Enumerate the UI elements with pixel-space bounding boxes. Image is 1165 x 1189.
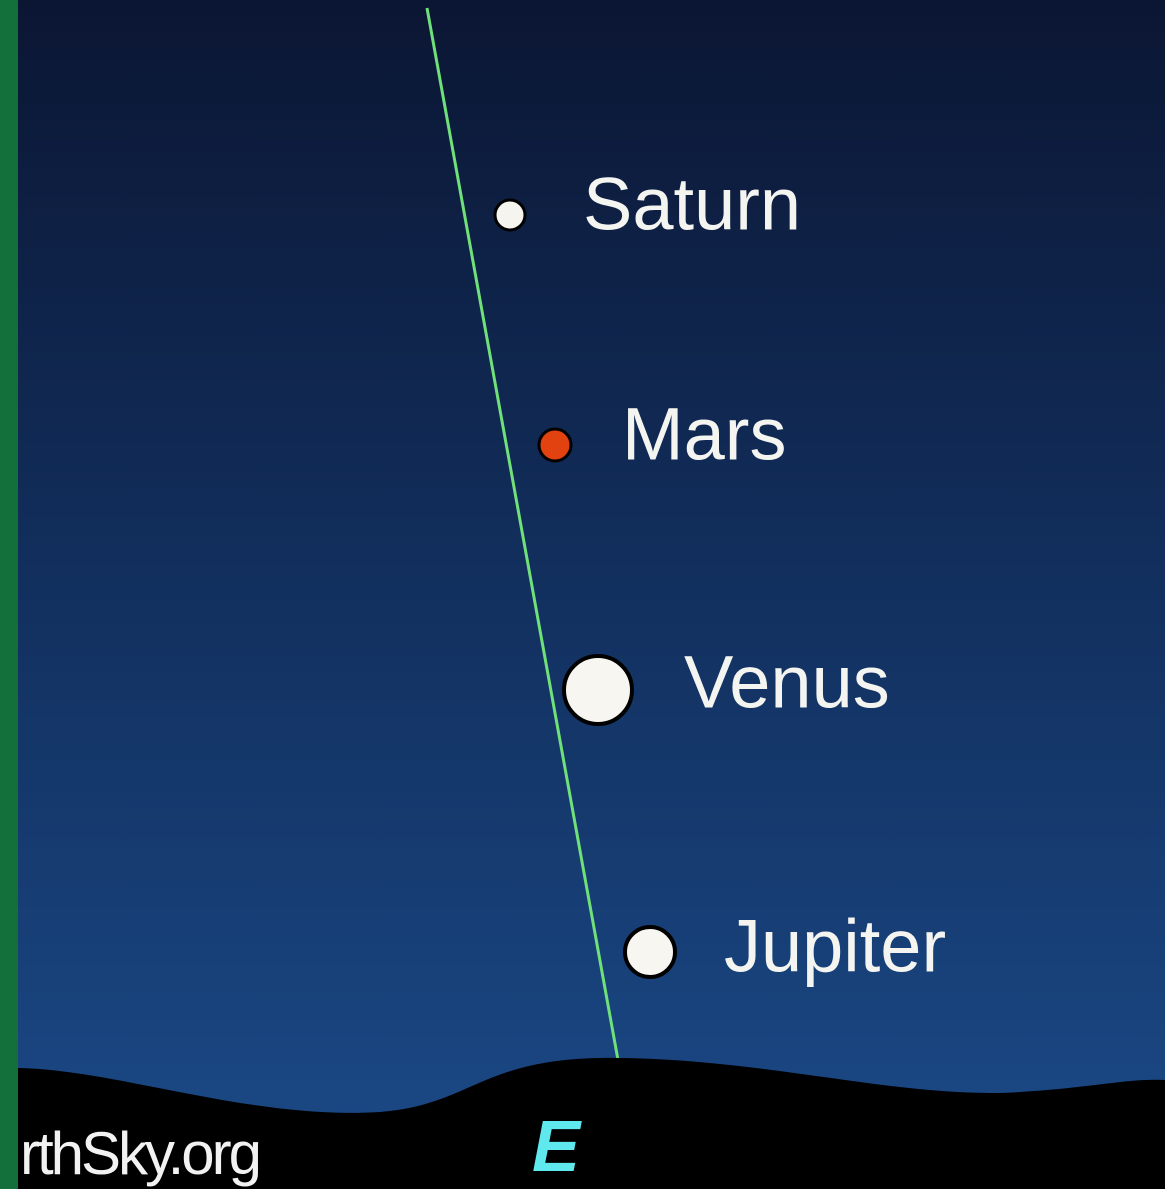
side-bar [0,0,18,1189]
planet-dot [564,656,632,724]
planet-dot [539,429,571,461]
page: Saturn Mars Venus Jupiter rthSky.org E (… [0,0,1165,1189]
planet-label: Saturn [583,163,801,246]
planet-dot [495,200,525,230]
planet-label: Jupiter [724,905,946,988]
planet-dot [625,927,675,977]
planet-label: Venus [684,641,890,724]
sky-chart: Saturn Mars Venus Jupiter rthSky.org E [0,0,1165,1189]
credit: rthSky.org [20,1120,259,1187]
planet-label: Mars [622,393,786,476]
direction-label: E [532,1107,582,1187]
